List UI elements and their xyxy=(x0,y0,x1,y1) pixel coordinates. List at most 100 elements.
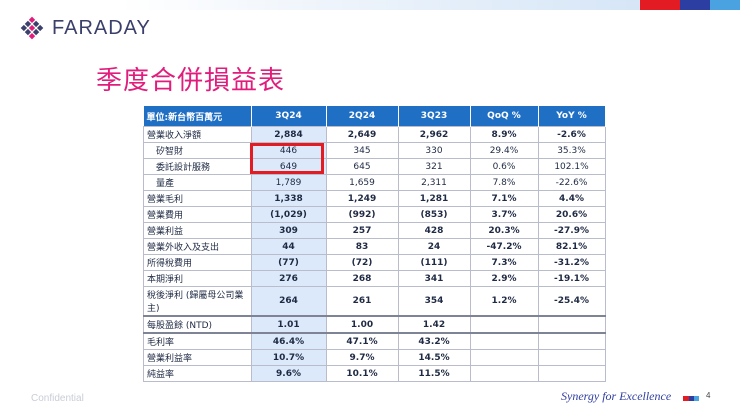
header-qoq: QoQ % xyxy=(470,106,539,127)
cell-qoq xyxy=(469,349,539,366)
cell-qoq: 8.9% xyxy=(469,126,539,143)
cell-3q23: 11.5% xyxy=(397,365,471,382)
slide-title: 季度合併損益表 xyxy=(96,66,286,96)
cell-3q24: 264 xyxy=(250,286,327,317)
table-row: 營業利益 309 257 428 20.3% -27.9% xyxy=(143,222,606,239)
cell-2q24: 1,249 xyxy=(325,190,399,207)
cell-2q24: 1,659 xyxy=(325,174,399,191)
cell-3q23: 354 xyxy=(397,286,471,317)
cell-3q24: 1.01 xyxy=(250,315,327,334)
cell-yoy xyxy=(537,332,606,350)
cell-3q23: (111) xyxy=(397,254,471,271)
cell-3q24: 1,789 xyxy=(250,174,327,191)
cell-3q24: 649 xyxy=(250,158,327,175)
cell-qoq: 1.2% xyxy=(469,286,539,317)
cell-3q23: 330 xyxy=(397,142,471,159)
cell-yoy: 35.3% xyxy=(537,142,606,159)
cell-yoy: -19.1% xyxy=(537,270,606,287)
cell-3q24: 446 xyxy=(250,142,327,159)
cell-2q24: 261 xyxy=(325,286,399,317)
cell-3q24: 276 xyxy=(250,270,327,287)
brand-logo: FARADAY xyxy=(20,16,151,40)
header-yoy: YoY % xyxy=(538,106,606,127)
cell-2q24: (72) xyxy=(325,254,399,271)
cell-2q24: 10.1% xyxy=(325,365,399,382)
confidential-label: Confidential xyxy=(31,393,84,404)
cell-qoq xyxy=(469,365,539,382)
header-3q24: 3Q24 xyxy=(251,106,327,127)
cell-3q24: (1,029) xyxy=(250,206,327,223)
table-row: 營業利益率 10.7% 9.7% 14.5% xyxy=(143,349,606,366)
table-row: 矽智財 446 345 330 29.4% 35.3% xyxy=(143,142,606,159)
cell-3q23: 1,281 xyxy=(397,190,471,207)
row-label: 每股盈餘 (NTD) xyxy=(143,315,252,334)
page-number: 4 xyxy=(706,391,711,400)
row-label: 稅後淨利 (歸屬母公司業主) xyxy=(143,286,252,317)
cell-3q23: 14.5% xyxy=(397,349,471,366)
row-label: 所得稅費用 xyxy=(143,254,252,271)
row-label: 營業外收入及支出 xyxy=(143,238,252,255)
cell-3q23: 24 xyxy=(397,238,471,255)
cell-3q23: 2,311 xyxy=(397,174,471,191)
row-label: 營業利益 xyxy=(143,222,252,239)
cell-3q24: 9.6% xyxy=(250,365,327,382)
table-header-row: 單位:新台幣百萬元 3Q24 2Q24 3Q23 QoQ % YoY % xyxy=(143,106,606,127)
cell-2q24: 257 xyxy=(325,222,399,239)
row-label: 營業費用 xyxy=(143,206,252,223)
cell-2q24: 345 xyxy=(325,142,399,159)
cell-yoy: 4.4% xyxy=(537,190,606,207)
cell-yoy: -25.4% xyxy=(537,286,606,317)
table-row: 本期淨利 276 268 341 2.9% -19.1% xyxy=(143,270,606,287)
cell-2q24: 83 xyxy=(325,238,399,255)
cell-2q24: 47.1% xyxy=(325,332,399,350)
cell-qoq: 7.1% xyxy=(469,190,539,207)
cell-3q23: 321 xyxy=(397,158,471,175)
table-row: 營業外收入及支出 44 83 24 -47.2% 82.1% xyxy=(143,238,606,255)
table-row: 量產 1,789 1,659 2,311 7.8% -22.6% xyxy=(143,174,606,191)
table-row: 營業收入淨額 2,884 2,649 2,962 8.9% -2.6% xyxy=(143,126,606,143)
row-label: 量產 xyxy=(143,174,252,191)
cell-yoy: -2.6% xyxy=(537,126,606,143)
cell-yoy xyxy=(537,315,606,334)
cell-qoq: 29.4% xyxy=(469,142,539,159)
cell-3q24: 309 xyxy=(250,222,327,239)
cell-3q23: 43.2% xyxy=(397,332,471,350)
brand-name: FARADAY xyxy=(52,16,151,39)
table-row: 營業費用 (1,029) (992) (853) 3.7% 20.6% xyxy=(143,206,606,223)
row-label: 營業利益率 xyxy=(143,349,252,366)
table-row: 委託設計服務 649 645 321 0.6% 102.1% xyxy=(143,158,606,175)
cell-qoq: 20.3% xyxy=(469,222,539,239)
row-label: 純益率 xyxy=(143,365,252,382)
income-statement-table: 單位:新台幣百萬元 3Q24 2Q24 3Q23 QoQ % YoY % 營業收… xyxy=(143,106,606,382)
cell-2q24: (992) xyxy=(325,206,399,223)
cell-qoq: 7.8% xyxy=(469,174,539,191)
cell-2q24: 9.7% xyxy=(325,349,399,366)
top-color-bar xyxy=(0,0,740,10)
table-row: 毛利率 46.4% 47.1% 43.2% xyxy=(143,332,606,350)
cell-yoy: -31.2% xyxy=(537,254,606,271)
row-label: 營業收入淨額 xyxy=(143,126,252,143)
cell-2q24: 268 xyxy=(325,270,399,287)
cell-2q24: 645 xyxy=(325,158,399,175)
highlight-callout-box xyxy=(250,143,324,174)
table-row: 稅後淨利 (歸屬母公司業主) 264 261 354 1.2% -25.4% xyxy=(143,286,606,317)
cell-3q24: (77) xyxy=(250,254,327,271)
cell-2q24: 2,649 xyxy=(325,126,399,143)
cell-3q23: 2,962 xyxy=(397,126,471,143)
cell-qoq: 2.9% xyxy=(469,270,539,287)
cell-3q24: 1,338 xyxy=(250,190,327,207)
table-row: 純益率 9.6% 10.1% 11.5% xyxy=(143,365,606,382)
cell-yoy: 102.1% xyxy=(537,158,606,175)
cell-qoq xyxy=(469,315,539,334)
row-label: 委託設計服務 xyxy=(143,158,252,175)
faraday-diamond-logo-icon xyxy=(20,16,44,40)
header-3q23: 3Q23 xyxy=(398,106,471,127)
cell-3q24: 44 xyxy=(250,238,327,255)
cell-yoy: 20.6% xyxy=(537,206,606,223)
cell-3q24: 2,884 xyxy=(250,126,327,143)
row-label: 營業毛利 xyxy=(143,190,252,207)
slogan-color-bar xyxy=(683,396,699,401)
cell-yoy xyxy=(537,349,606,366)
slogan: Synergy for Excellence xyxy=(561,389,672,403)
cell-3q23: (853) xyxy=(397,206,471,223)
